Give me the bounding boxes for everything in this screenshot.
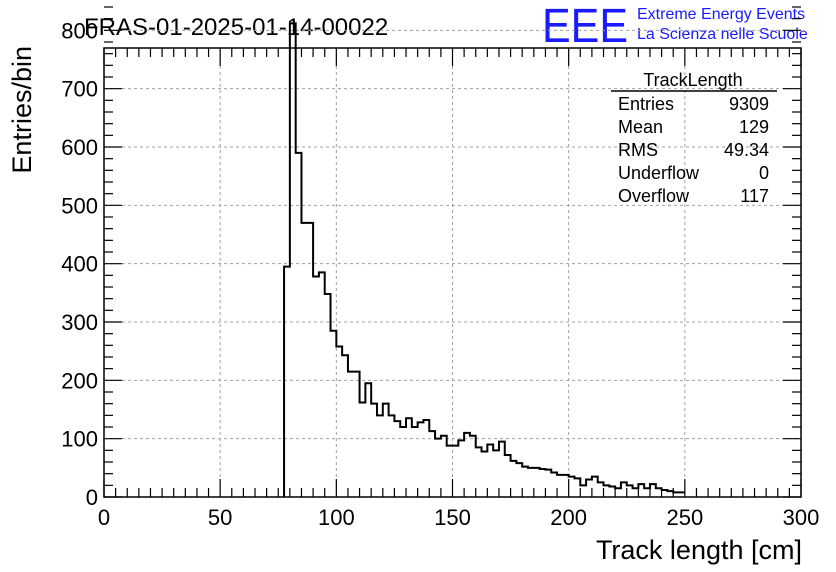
stats-label-mean: Mean [618, 117, 663, 137]
x-tick-label-150: 150 [434, 505, 471, 530]
x-tick-label-50: 50 [208, 505, 232, 530]
y-tick-label-700: 700 [61, 77, 98, 102]
logo-line-2: La Scienza nelle Scuole [637, 26, 808, 43]
x-tick-label-250: 250 [666, 505, 703, 530]
chart-title: FRAS-01-2025-01-14-00022 [84, 14, 388, 41]
stats-value-overflow: 117 [740, 186, 769, 206]
stats-value-rms: 49.34 [724, 140, 769, 160]
x-axis-title: Track length [cm] [596, 535, 802, 565]
stats-label-rms: RMS [618, 140, 658, 160]
grid-lines [104, 29, 801, 497]
x-tick-label-0: 0 [98, 505, 110, 530]
stats-label-underflow: Underflow [618, 163, 700, 183]
y-tick-label-300: 300 [61, 310, 98, 335]
logo-line-1: Extreme Energy Events [637, 6, 805, 23]
stats-value-entries: 9309 [729, 94, 769, 114]
stats-value-mean: 129 [739, 117, 769, 137]
stats-box: TrackLength Entries 9309 Mean 129 RMS 49.34 Un… [611, 70, 777, 206]
stats-value-underflow: 0 [759, 163, 769, 183]
tick-labels: 0 50 100 150 200 250 300 0 100 200 300 400 500 600 700… [61, 18, 819, 530]
x-tick-label-300: 300 [783, 505, 820, 530]
y-tick-label-500: 500 [61, 193, 98, 218]
y-tick-label-100: 100 [61, 427, 98, 452]
stats-label-overflow: Overflow [618, 186, 690, 206]
y-axis-title: Entries/bin [7, 46, 37, 174]
y-tick-label-200: 200 [61, 368, 98, 393]
axis-ticks [103, 6, 802, 498]
x-tick-label-100: 100 [318, 505, 355, 530]
x-tick-label-200: 200 [550, 505, 587, 530]
y-tick-label-0: 0 [86, 485, 98, 510]
y-tick-label-400: 400 [61, 252, 98, 277]
y-tick-label-600: 600 [61, 135, 98, 160]
stats-label-entries: Entries [618, 94, 674, 114]
eee-logo-text: EEE [542, 0, 628, 53]
stats-box-name: TrackLength [643, 70, 742, 90]
y-tick-label-800: 800 [61, 18, 98, 43]
